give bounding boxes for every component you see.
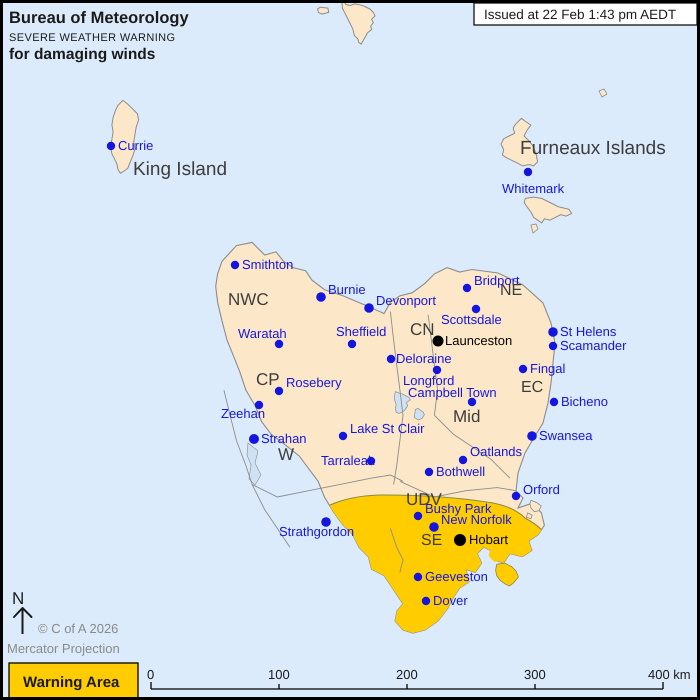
svg-text:Deloraine: Deloraine [396, 351, 452, 366]
svg-text:W: W [278, 445, 294, 464]
svg-text:0: 0 [147, 667, 154, 682]
svg-text:Scamander: Scamander [560, 338, 627, 353]
svg-text:Mercator Projection: Mercator Projection [7, 641, 120, 656]
svg-text:St Helens: St Helens [560, 324, 617, 339]
svg-text:Hobart: Hobart [469, 532, 508, 547]
svg-text:for damaging winds: for damaging winds [9, 46, 155, 63]
svg-text:Bothwell: Bothwell [436, 464, 485, 479]
svg-text:N: N [12, 589, 24, 608]
svg-text:Dover: Dover [433, 593, 468, 608]
svg-text:King Island: King Island [133, 159, 227, 180]
svg-text:CP: CP [256, 370, 280, 389]
svg-text:Smithton: Smithton [242, 257, 293, 272]
svg-text:Strathgordon: Strathgordon [279, 524, 354, 539]
svg-text:EC: EC [521, 379, 543, 396]
svg-text:Scottsdale: Scottsdale [441, 312, 502, 327]
svg-text:Swansea: Swansea [539, 428, 593, 443]
svg-text:400 km: 400 km [648, 667, 691, 682]
svg-text:Fingal: Fingal [530, 361, 566, 376]
svg-text:Devonport: Devonport [376, 293, 436, 308]
svg-text:SE: SE [421, 532, 442, 549]
svg-text:NWC: NWC [228, 290, 269, 309]
svg-text:Campbell Town: Campbell Town [408, 385, 497, 400]
svg-text:Geeveston: Geeveston [425, 569, 488, 584]
svg-text:UDV: UDV [406, 490, 443, 509]
svg-text:Launceston: Launceston [445, 333, 512, 348]
svg-text:Warning Area: Warning Area [23, 674, 120, 691]
svg-text:SEVERE WEATHER WARNING: SEVERE WEATHER WARNING [9, 32, 175, 44]
svg-text:100: 100 [268, 667, 290, 682]
svg-text:Bureau of Meteorology: Bureau of Meteorology [9, 9, 190, 27]
svg-text:Bicheno: Bicheno [561, 394, 608, 409]
svg-text:Sheffield: Sheffield [336, 324, 386, 339]
svg-text:Waratah: Waratah [238, 326, 287, 341]
svg-text:NE: NE [500, 282, 522, 299]
svg-text:Furneaux Islands: Furneaux Islands [520, 138, 666, 159]
svg-text:Rosebery: Rosebery [286, 375, 342, 390]
svg-text:Issued at 22 Feb 1:43 pm AEDT: Issued at 22 Feb 1:43 pm AEDT [484, 7, 676, 22]
svg-text:Strahan: Strahan [261, 431, 307, 446]
svg-text:Burnie: Burnie [328, 282, 366, 297]
svg-text:Whitemark: Whitemark [502, 181, 565, 196]
svg-text:Lake St Clair: Lake St Clair [350, 421, 425, 436]
svg-text:New Norfolk: New Norfolk [441, 512, 512, 527]
svg-text:Mid: Mid [453, 407, 480, 426]
svg-text:Oatlands: Oatlands [470, 444, 523, 459]
svg-text:© C of A 2026: © C of A 2026 [38, 621, 118, 636]
svg-text:300: 300 [524, 667, 546, 682]
svg-text:Currie: Currie [118, 138, 153, 153]
svg-text:200: 200 [396, 667, 418, 682]
svg-text:Tarraleah: Tarraleah [321, 453, 375, 468]
svg-text:CN: CN [410, 320, 435, 339]
svg-text:Orford: Orford [523, 482, 560, 497]
svg-text:Zeehan: Zeehan [221, 406, 265, 421]
